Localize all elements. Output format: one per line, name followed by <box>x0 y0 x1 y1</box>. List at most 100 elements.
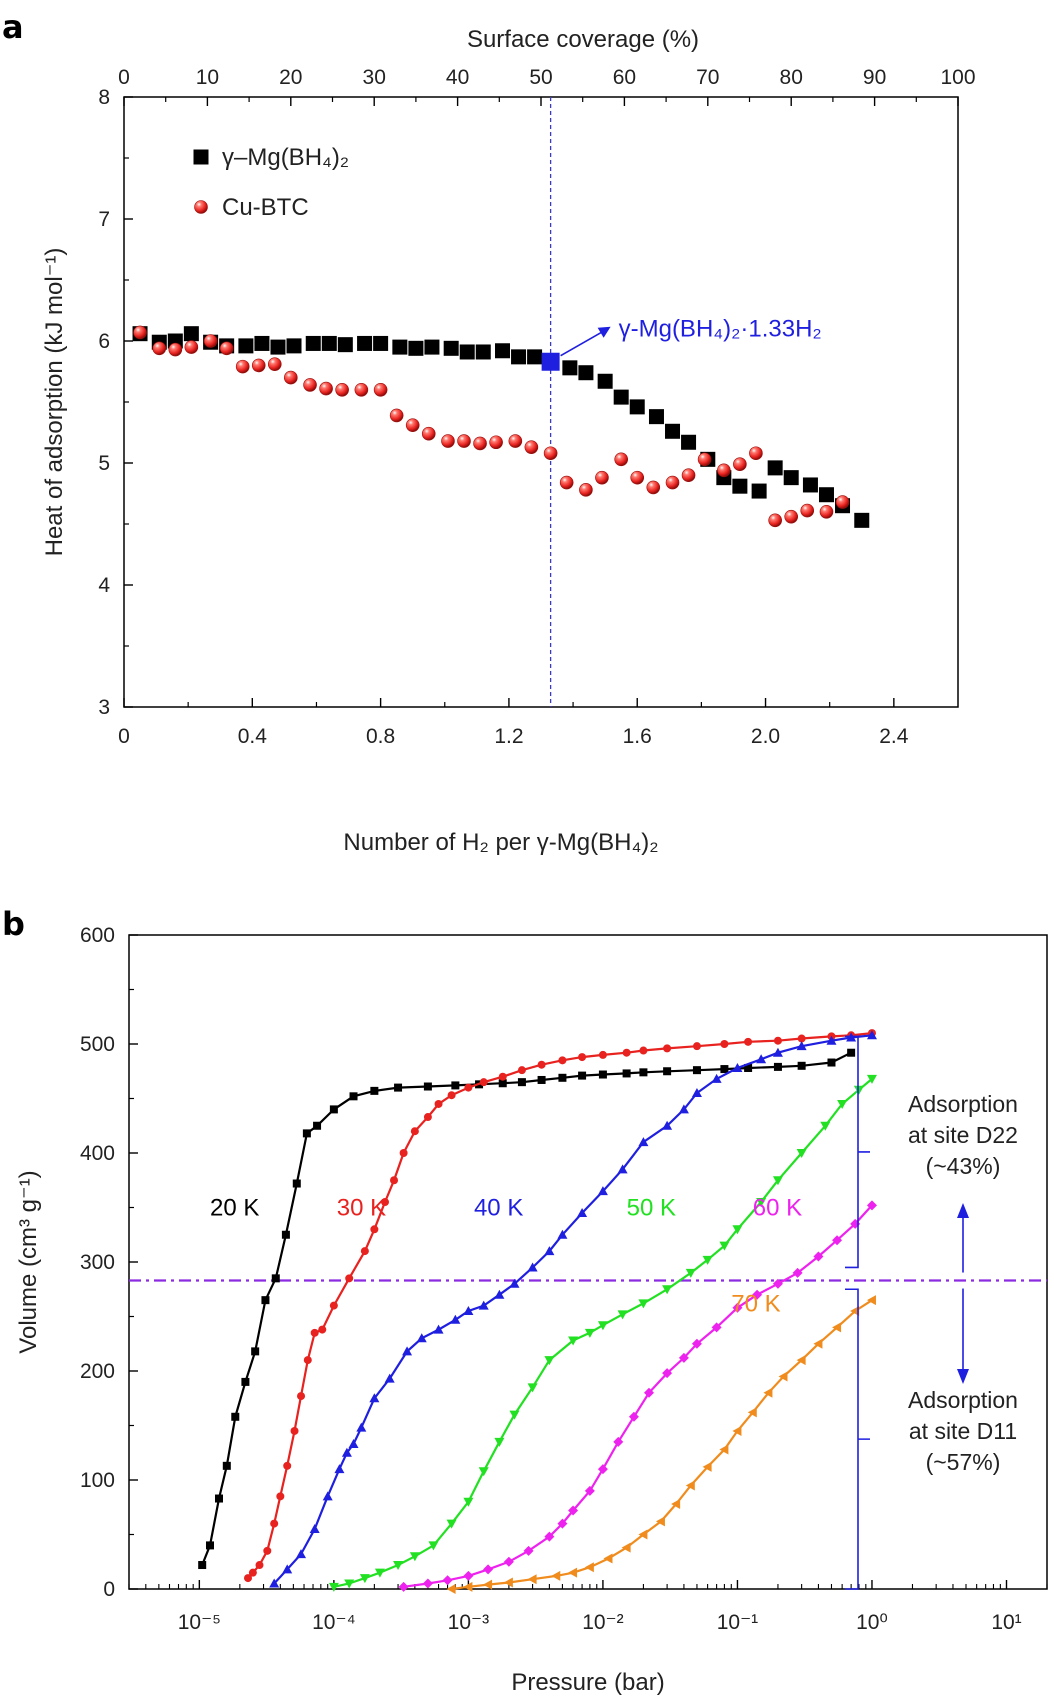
data-point <box>509 1278 520 1288</box>
data-point <box>319 381 333 396</box>
data-point <box>168 342 183 357</box>
bracket-label-line: Adsorption <box>908 1091 1018 1117</box>
isotherm-line <box>451 1299 873 1591</box>
data-point <box>662 1285 673 1295</box>
data-point <box>751 483 767 499</box>
data-point <box>744 1037 753 1046</box>
data-point <box>617 1310 628 1320</box>
data-point <box>344 1579 355 1589</box>
x-tick-label: 10⁻³ <box>448 1611 489 1634</box>
top-tick-label: 70 <box>696 66 719 89</box>
x-tick-label: 1.2 <box>494 725 523 748</box>
data-point <box>450 1314 461 1324</box>
data-point <box>423 1113 432 1122</box>
data-point <box>719 1241 730 1251</box>
isotherm-line <box>403 1204 873 1588</box>
data-point <box>489 435 503 450</box>
data-point <box>222 1461 231 1470</box>
x-tick-label: 10⁻⁴ <box>312 1611 355 1634</box>
data-point <box>498 1072 507 1081</box>
data-point <box>394 1083 403 1092</box>
data-point <box>733 457 747 472</box>
data-point <box>270 339 286 355</box>
data-point <box>302 1129 311 1138</box>
data-point <box>402 1346 413 1356</box>
data-point <box>638 1137 649 1147</box>
data-point <box>463 1497 474 1507</box>
data-point <box>639 1046 648 1055</box>
isotherm-line <box>273 1034 873 1585</box>
series-cubtc <box>133 325 850 528</box>
isotherm-50k: 50 K <box>328 1074 877 1592</box>
top-tick-label: 100 <box>940 66 975 89</box>
data-point <box>494 1289 505 1299</box>
x-tick-label: 10⁻⁵ <box>178 1611 221 1634</box>
data-point <box>796 1041 807 1051</box>
annotation-label: γ-Mg(BH₄)₂·1.33H₂ <box>619 316 822 343</box>
data-point <box>584 1485 595 1496</box>
data-point <box>478 1467 489 1477</box>
data-point <box>597 1321 608 1331</box>
data-point <box>321 335 337 351</box>
data-point <box>464 1083 473 1092</box>
panel-label-b: b <box>2 905 25 943</box>
data-point <box>478 1300 489 1310</box>
data-point <box>763 1387 773 1398</box>
data-point <box>558 1073 567 1082</box>
data-point <box>318 1325 327 1334</box>
data-point <box>517 1066 526 1075</box>
data-point <box>390 1176 399 1185</box>
data-point <box>423 1082 432 1091</box>
legend-marker <box>193 149 209 165</box>
data-point <box>692 1066 701 1075</box>
data-point <box>638 1529 648 1540</box>
data-point <box>238 338 254 354</box>
legend-label: γ–Mg(BH₄)₂ <box>222 144 349 171</box>
data-point <box>408 340 424 356</box>
top-tick-label: 60 <box>613 66 636 89</box>
data-point <box>663 1067 672 1076</box>
data-point <box>720 1040 729 1048</box>
data-point <box>752 1289 763 1300</box>
data-point <box>494 1437 505 1447</box>
data-point <box>370 1225 379 1234</box>
data-point <box>313 1121 322 1130</box>
data-point <box>235 359 250 374</box>
data-point <box>584 1562 594 1573</box>
data-point <box>263 1546 272 1555</box>
data-point <box>598 1050 607 1059</box>
data-point <box>850 1306 860 1317</box>
data-point <box>527 1383 538 1393</box>
data-point <box>244 1574 253 1583</box>
data-point <box>527 1574 537 1585</box>
data-point <box>732 1302 743 1313</box>
data-point <box>451 1081 460 1090</box>
data-point <box>866 1074 877 1084</box>
legend-entry: Cu-BTC <box>194 194 309 221</box>
data-point <box>509 1410 520 1420</box>
y-tick-label: 3 <box>98 696 110 719</box>
data-point <box>349 1092 358 1101</box>
data-point <box>646 480 661 495</box>
data-point <box>231 1412 240 1421</box>
y-axis-ticks-b: 0 100 200 300 400 500 600 <box>80 924 138 1601</box>
arrowhead-up <box>957 1203 969 1218</box>
data-point <box>370 1086 379 1095</box>
data-point <box>261 1296 270 1305</box>
data-point <box>818 487 834 503</box>
bracket-shape <box>845 1035 870 1269</box>
data-point <box>797 1034 806 1043</box>
annotation-arrow-line <box>560 331 604 357</box>
data-point <box>441 434 455 448</box>
data-point <box>819 504 834 519</box>
data-point <box>309 1524 320 1534</box>
data-point <box>866 1200 877 1211</box>
y-tick-label: 400 <box>80 1142 115 1165</box>
y-tick-label: 6 <box>98 330 110 353</box>
panel-b: b 10⁻⁵ 10⁻⁴ 10⁻³ 10⁻² 10⁻¹ 10⁰ 10¹ 0 100 200 300 4… <box>2 905 1048 1696</box>
data-point <box>711 1322 722 1333</box>
data-point <box>393 1561 404 1571</box>
top-tick-label: 40 <box>446 66 469 89</box>
data-point <box>399 1149 408 1157</box>
